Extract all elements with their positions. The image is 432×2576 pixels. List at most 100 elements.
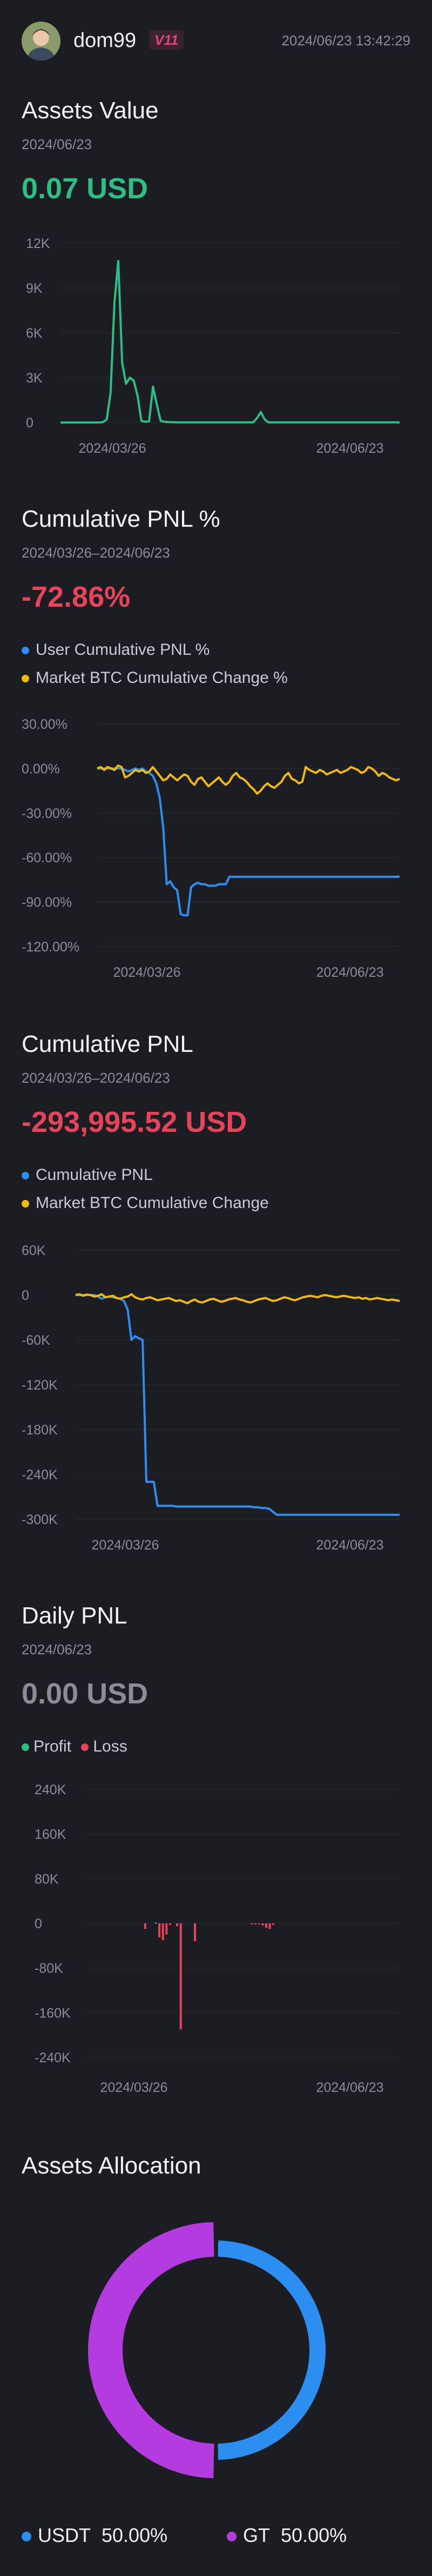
bar — [254, 1923, 257, 1925]
bar — [272, 1923, 274, 1926]
legend-label: Market BTC Cumulative Change — [36, 1194, 269, 1212]
series-line-1 — [97, 764, 400, 795]
bar — [144, 1923, 146, 1929]
alloc-name: USDT — [38, 2524, 91, 2546]
legend-btc-change-pct: Market BTC Cumulative Change % — [22, 669, 288, 687]
username: dom99 — [73, 29, 137, 52]
y-tick-label: 6K — [26, 326, 43, 341]
bar — [194, 1923, 196, 1942]
blue-dot-icon — [22, 2532, 31, 2542]
y-tick-label: -60.00% — [22, 850, 72, 866]
bar — [154, 1922, 157, 1924]
x-tick-label: 2024/06/23 — [316, 1538, 383, 1552]
cumulative-pnl-title: Cumulative PNL — [22, 1031, 193, 1057]
header: dom99 V11 2024/06/23 13:42:29 — [0, 0, 432, 81]
y-tick-label: 240K — [35, 1782, 66, 1797]
y-tick-label: -240K — [22, 1467, 58, 1482]
bar — [161, 1923, 164, 1940]
legend-label: Cumulative PNL — [36, 1166, 153, 1184]
x-tick-label: 2024/03/26 — [78, 441, 146, 456]
legend-loss-label: Loss — [93, 1738, 127, 1755]
blue-dot-icon — [22, 647, 29, 655]
alloc-name: GT — [243, 2524, 270, 2546]
legend-label: Market BTC Cumulative Change % — [36, 669, 288, 687]
user-avatar-icon[interactable] — [22, 22, 60, 61]
legend-profit-label: Profit — [33, 1738, 72, 1755]
cumulative-pnl-pct-value: -72.86% — [22, 581, 131, 613]
red-dot-icon — [81, 1743, 89, 1752]
y-tick-label: 12K — [26, 236, 50, 251]
vip-badge: V11 — [149, 30, 184, 50]
bar — [168, 1923, 171, 1926]
y-tick-label: -300K — [22, 1512, 58, 1527]
y-tick-label: 0 — [35, 1916, 42, 1931]
series-line-1 — [75, 1293, 400, 1305]
y-tick-label: -90.00% — [22, 895, 72, 910]
legend-label: User Cumulative PNL % — [36, 641, 210, 659]
y-tick-label: -60K — [22, 1333, 50, 1348]
cumulative-pnl-pct-chart[interactable]: 30.00% 0.00% -30.00% -60.00% -90.00% -120.00%… — [0, 702, 432, 983]
legend-usdt: USDT 50.00% — [22, 2524, 167, 2547]
legend-gt: GT 50.00% — [227, 2524, 347, 2547]
y-tick-label: 30.00% — [22, 717, 68, 732]
bar — [251, 1923, 253, 1924]
x-tick-label: 2024/06/23 — [316, 2080, 383, 2095]
donut-segment-gt — [88, 2222, 214, 2478]
bar — [165, 1923, 168, 1935]
cumulative-pnl-value: -293,995.52 USD — [22, 1106, 247, 1138]
yellow-dot-icon — [22, 1200, 29, 1208]
y-tick-label: -240K — [35, 2050, 71, 2065]
assets-value-chart[interactable]: 12K 9K 6K 3K 0 2024/03/26 2024/06/23 — [0, 227, 432, 459]
x-tick-label: 2024/03/26 — [113, 965, 180, 980]
bar — [268, 1923, 271, 1929]
y-tick-label: 80K — [35, 1871, 59, 1887]
y-tick-label: -160K — [35, 2005, 71, 2021]
yellow-dot-icon — [22, 675, 29, 683]
daily-pnl-value: 0.00 USD — [22, 1678, 148, 1710]
assets-allocation-donut[interactable] — [81, 2215, 351, 2485]
cumulative-pnl-chart[interactable]: 60K 0 -60K -120K -180K -240K -300K 2024/03/26 20… — [0, 1227, 432, 1552]
alloc-percent: 50.00% — [102, 2524, 168, 2546]
purple-dot-icon — [227, 2532, 237, 2542]
daily-pnl-title: Daily PNL — [22, 1602, 127, 1629]
y-tick-label: 0.00% — [22, 761, 60, 776]
cumulative-pnl-pct-title: Cumulative PNL % — [22, 506, 220, 532]
blue-dot-icon — [22, 1172, 29, 1180]
daily-pnl-chart[interactable]: 240K 160K 80K 0 -80K -160K -240K 2024/03/26 2024… — [0, 1771, 432, 2095]
cumulative-pnl-pct-date: 2024/03/26–2024/06/23 — [22, 545, 170, 561]
bar — [179, 1923, 182, 2030]
bar — [265, 1923, 267, 1928]
series-line-0 — [76, 1294, 400, 1516]
legend-cumulative-pnl: Cumulative PNL — [22, 1166, 153, 1184]
assets-value-amount: 0.07 USD — [22, 172, 148, 205]
bar — [258, 1923, 260, 1924]
cumulative-pnl-date: 2024/03/26–2024/06/23 — [22, 1070, 170, 1086]
y-tick-label: 60K — [22, 1243, 46, 1258]
x-tick-label: 2024/06/23 — [316, 965, 383, 980]
y-tick-label: -80K — [35, 1961, 63, 1976]
y-tick-label: 0 — [26, 415, 33, 431]
assets-value-date: 2024/06/23 — [22, 136, 92, 152]
y-tick-label: 0 — [22, 1288, 29, 1303]
y-tick-label: -30.00% — [22, 806, 72, 821]
assets-allocation-title: Assets Allocation — [22, 2152, 201, 2179]
series-line-0 — [97, 767, 400, 917]
y-tick-label: 9K — [26, 281, 43, 296]
legend-btc-change: Market BTC Cumulative Change — [22, 1194, 269, 1212]
green-dot-icon — [22, 1743, 29, 1752]
assets-value-title: Assets Value — [22, 97, 159, 124]
donut-segment-usdt — [218, 2240, 326, 2460]
x-tick-label: 2024/03/26 — [91, 1538, 159, 1552]
y-tick-label: -180K — [22, 1423, 58, 1438]
y-tick-label: -120K — [22, 1378, 58, 1393]
x-tick-label: 2024/03/26 — [100, 2080, 167, 2095]
alloc-percent: 50.00% — [281, 2524, 347, 2546]
bar — [158, 1923, 161, 1937]
y-tick-label: 3K — [26, 371, 43, 386]
legend-profit-loss: Profit Loss — [22, 1738, 127, 1756]
daily-pnl-date: 2024/06/23 — [22, 1641, 92, 1658]
timestamp: 2024/06/23 13:42:29 — [281, 32, 410, 49]
x-tick-label: 2024/06/23 — [316, 441, 383, 456]
avatar-svg — [22, 22, 60, 61]
bar — [261, 1923, 264, 1926]
